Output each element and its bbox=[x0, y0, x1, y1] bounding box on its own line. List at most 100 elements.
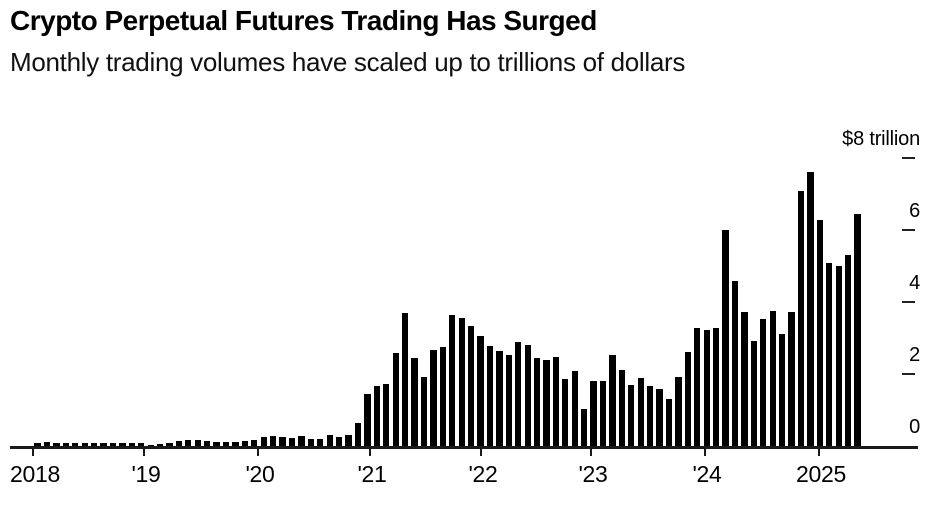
bar-2021-09 bbox=[449, 314, 456, 446]
x-axis-tick-21 bbox=[369, 448, 371, 456]
bar-2020-06 bbox=[307, 439, 315, 446]
chart-subtitle: Monthly trading volumes have scaled up t… bbox=[10, 47, 686, 77]
bar-2024-10 bbox=[797, 191, 805, 446]
bar-2019-03 bbox=[166, 443, 173, 446]
bar-2018-10 bbox=[119, 443, 126, 446]
x-axis-label-21: '21 bbox=[357, 461, 387, 487]
bar-2021-12 bbox=[477, 336, 484, 446]
x-axis-tick-20 bbox=[257, 448, 259, 456]
x-axis-tick-23 bbox=[590, 448, 592, 456]
bar-2018-05 bbox=[72, 442, 79, 446]
x-axis-label-24: '24 bbox=[692, 461, 722, 487]
bar-2020-07 bbox=[317, 438, 324, 446]
y-axis-tick-4 bbox=[902, 300, 915, 304]
bar-2024-01 bbox=[713, 327, 720, 446]
bar-2023-09 bbox=[675, 377, 682, 446]
bar-2024-02 bbox=[722, 229, 729, 446]
bar-2020-02 bbox=[270, 435, 277, 446]
bar-2021-06 bbox=[420, 376, 428, 446]
bar-2024-03 bbox=[731, 281, 739, 446]
y-axis-label-2: 2 bbox=[909, 344, 920, 366]
bar-2021-10 bbox=[458, 318, 465, 446]
y-axis-label-6: 6 bbox=[909, 200, 920, 222]
bar-2023-06 bbox=[647, 385, 654, 446]
x-axis-label-22: '22 bbox=[468, 461, 498, 487]
bar-2018-12 bbox=[138, 443, 145, 446]
x-axis-label-23: '23 bbox=[578, 461, 608, 487]
bar-2019-09 bbox=[222, 442, 230, 446]
bar-2018-03 bbox=[53, 442, 60, 446]
bar-2019-02 bbox=[156, 443, 164, 446]
bar-2022-01 bbox=[486, 345, 494, 446]
bar-2021-02 bbox=[383, 384, 390, 446]
bar-2022-05 bbox=[524, 345, 531, 446]
bar-2020-04 bbox=[288, 438, 296, 446]
x-axis-label-2025: 2025 bbox=[796, 461, 846, 487]
bar-2025-03 bbox=[844, 254, 852, 446]
bar-2024-07 bbox=[769, 311, 776, 446]
bar-2020-05 bbox=[298, 435, 305, 446]
bar-2023-11 bbox=[694, 327, 701, 446]
bar-2024-08 bbox=[778, 334, 786, 446]
bar-2019-07 bbox=[204, 440, 211, 446]
bar-2019-08 bbox=[213, 441, 220, 446]
bar-2023-01 bbox=[599, 380, 607, 446]
bar-2018-08 bbox=[100, 443, 107, 446]
y-axis-label-8: $8 trillion bbox=[842, 128, 920, 150]
bar-2021-04 bbox=[401, 313, 409, 446]
bar-2021-07 bbox=[430, 350, 437, 446]
bar-2018-07 bbox=[90, 443, 98, 446]
bar-2021-05 bbox=[411, 358, 418, 446]
bar-2018-09 bbox=[109, 443, 117, 446]
bar-2020-10 bbox=[345, 434, 352, 446]
bar-2021-11 bbox=[467, 326, 475, 446]
bar-2023-12 bbox=[703, 330, 710, 446]
bar-2023-04 bbox=[628, 384, 635, 446]
bar-2021-03 bbox=[392, 353, 399, 446]
x-axis-tick-22 bbox=[480, 448, 482, 456]
bar-2023-10 bbox=[684, 352, 692, 446]
bar-2019-01 bbox=[147, 444, 154, 446]
bar-2020-12 bbox=[364, 393, 371, 446]
x-axis-label-20: '20 bbox=[245, 461, 275, 487]
bar-2020-03 bbox=[279, 436, 286, 446]
bar-2024-11 bbox=[807, 171, 814, 446]
bar-2022-08 bbox=[552, 357, 560, 446]
bar-2022-10 bbox=[571, 370, 578, 446]
bar-2023-05 bbox=[637, 377, 644, 446]
bar-2024-04 bbox=[741, 312, 748, 446]
bar-2023-08 bbox=[665, 398, 673, 446]
bar-2019-10 bbox=[232, 442, 239, 446]
y-axis-label-0: 0 bbox=[909, 416, 920, 438]
bar-2018-01 bbox=[34, 443, 41, 446]
bar-2022-04 bbox=[515, 341, 522, 446]
bar-2025-04 bbox=[854, 213, 861, 446]
x-axis-tick-2025 bbox=[818, 448, 820, 456]
bar-2023-07 bbox=[656, 389, 663, 446]
bar-2022-07 bbox=[543, 359, 550, 446]
y-axis-label-4: 4 bbox=[909, 272, 920, 294]
bar-2019-06 bbox=[194, 440, 201, 446]
y-axis-tick-8 bbox=[902, 156, 915, 160]
y-axis-tick-6 bbox=[902, 228, 915, 232]
bar-2022-12 bbox=[590, 380, 597, 446]
bar-2024-05 bbox=[750, 341, 757, 446]
bar-2024-06 bbox=[760, 318, 767, 446]
bar-2022-11 bbox=[581, 409, 588, 446]
x-axis-tick-2018 bbox=[32, 448, 34, 456]
bar-2022-02 bbox=[496, 350, 503, 446]
bar-2018-11 bbox=[128, 442, 135, 446]
bar-2020-09 bbox=[336, 436, 343, 446]
bar-2020-01 bbox=[260, 437, 267, 446]
bar-2019-05 bbox=[185, 440, 192, 446]
x-axis-tick-24 bbox=[704, 448, 706, 456]
bar-2025-01 bbox=[826, 263, 833, 446]
bar-2021-01 bbox=[373, 385, 380, 446]
x-axis-line bbox=[10, 446, 918, 449]
bar-2022-09 bbox=[562, 378, 569, 446]
bar-2019-11 bbox=[241, 440, 249, 446]
bar-2024-09 bbox=[788, 311, 795, 446]
chart-title: Crypto Perpetual Futures Trading Has Sur… bbox=[10, 5, 597, 36]
